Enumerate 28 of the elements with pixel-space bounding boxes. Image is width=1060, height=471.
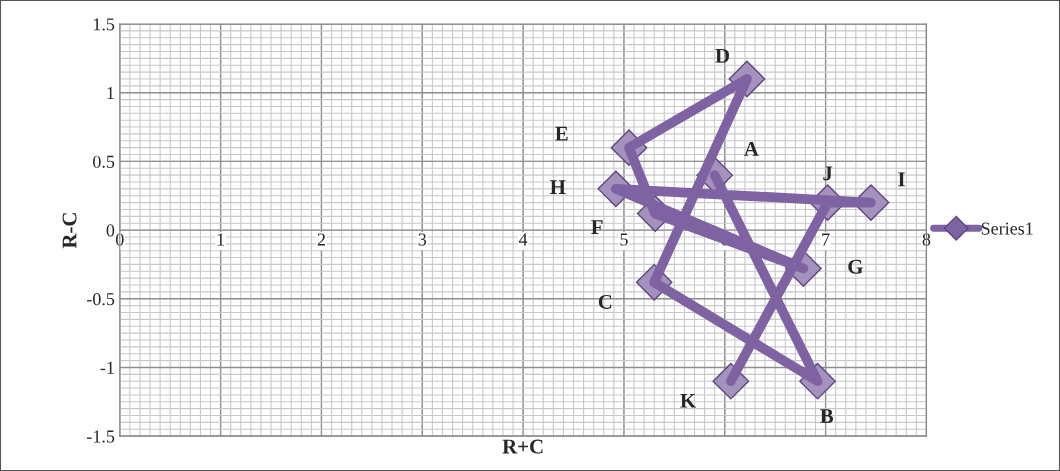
y-tick-label: -1.5 [87,430,115,443]
y-axis-title: R-C [62,213,77,249]
x-tick-label: 5 [620,233,628,246]
annotation: C [598,294,612,309]
y-tick-label: 1 [107,87,114,99]
y-tick-label: -1 [100,361,114,374]
y-tick-label: 0.5 [93,155,115,168]
x-tick-label: 2 [317,233,325,246]
x-tick-label: 1 [217,233,225,246]
x-tick-label: 4 [518,233,528,246]
x-tick-label: 3 [418,233,427,246]
annotation: G [848,259,863,274]
annotation: B [820,409,834,423]
annotation: H [550,180,566,194]
x-tick-label: 0 [115,233,124,246]
annotation: K [680,393,696,408]
annotation: J [823,166,833,181]
legend-label: Series1 [981,222,1033,235]
annotation: I [898,172,905,187]
x-tick-label: 7 [822,233,830,246]
annotation: F [591,220,603,234]
annotation: D [715,48,730,63]
y-tick-label: 0 [106,224,115,237]
y-tick-label: -0.5 [87,293,115,306]
y-tick-label: 1.5 [93,18,115,31]
x-axis-title: R+C [502,439,543,454]
annotation: A [744,141,759,156]
annotation: E [555,126,568,141]
